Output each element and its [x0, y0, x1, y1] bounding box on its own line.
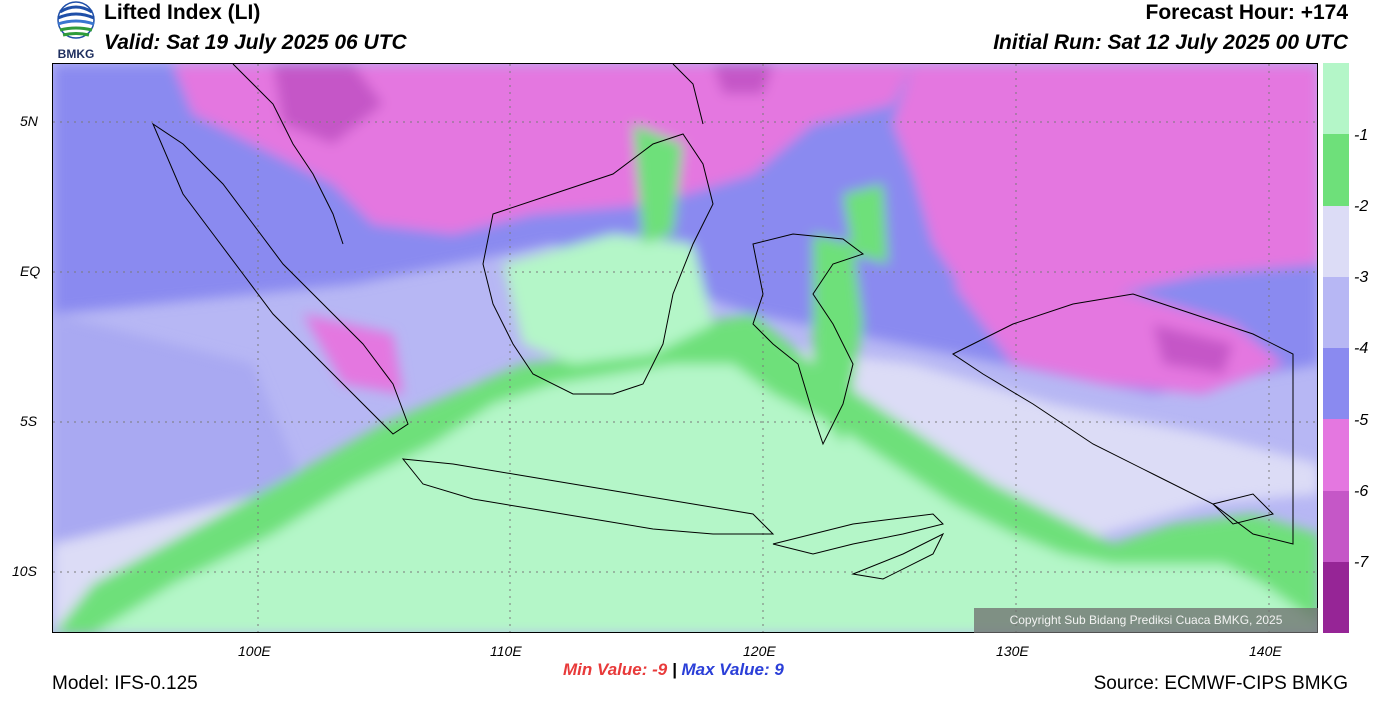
field-purple-2 — [713, 64, 773, 94]
legend-label-7: -7 — [1354, 554, 1369, 571]
legend-swatch-3 — [1323, 277, 1349, 348]
grid-lines — [53, 64, 1317, 632]
lon-label-140e: 140E — [1249, 643, 1282, 659]
malaysia-coast — [232, 64, 344, 245]
field-green-halmahera — [843, 184, 888, 264]
lat-label-5n: 5N — [20, 113, 38, 129]
legend-swatch-1 — [1323, 134, 1349, 206]
lon-label-110e: 110E — [490, 643, 522, 659]
initial-run: Initial Run: Sat 12 July 2025 00 UTC — [993, 31, 1348, 54]
legend-label-2: -2 — [1354, 198, 1369, 215]
lat-label-10s: 10S — [12, 563, 37, 579]
lat-label-5s: 5S — [20, 413, 38, 429]
lon-label-100e: 100E — [238, 643, 271, 659]
min-max-separator: | — [671, 660, 677, 679]
map-title: Lifted Index (LI) — [104, 1, 261, 24]
lat-label-eq: EQ — [20, 263, 41, 279]
copyright-notice: Copyright Sub Bidang Prediksi Cuaca BMKG… — [974, 608, 1318, 633]
legend-swatch-7 — [1323, 562, 1349, 633]
coastlines — [151, 64, 1294, 580]
bmkg-logo: BMKG — [52, 0, 100, 62]
sumatra-coast — [151, 122, 409, 435]
field-pink-northeast — [893, 64, 1317, 314]
lifted-index-map — [52, 63, 1318, 633]
max-value-label: Max Value: — [681, 660, 770, 679]
nusa-tenggara-coast — [772, 513, 944, 555]
papua-coast — [952, 293, 1294, 545]
philippines-coast — [672, 64, 704, 125]
legend-label-3: -3 — [1354, 269, 1369, 286]
field-mint — [96, 364, 1317, 632]
timor-coast — [851, 532, 945, 580]
legend-label-5: -5 — [1354, 412, 1369, 429]
lon-label-120e: 120E — [743, 643, 776, 659]
field-pink-sumatra — [303, 314, 403, 394]
legend-swatch-2 — [1323, 206, 1349, 277]
legend-swatch-6 — [1323, 491, 1349, 562]
min-value: -9 — [652, 660, 668, 679]
lon-label-130e: 130E — [996, 643, 1029, 659]
field-purple-1 — [273, 64, 383, 144]
field-green-sulawesi — [813, 234, 863, 444]
islands-coast — [1212, 493, 1274, 525]
max-value: 9 — [774, 660, 784, 679]
field-green-borneo-north — [633, 124, 683, 244]
legend-swatch-5 — [1323, 419, 1349, 491]
field-mint-borneo — [503, 234, 713, 364]
field-blue-west — [53, 314, 303, 544]
valid-time: Valid: Sat 19 July 2025 06 UTC — [104, 31, 407, 54]
forecast-hour: Forecast Hour: +174 — [1145, 1, 1349, 24]
legend-label-6: -6 — [1354, 483, 1369, 500]
borneo-coast — [482, 133, 714, 395]
min-value-label: Min Value: — [563, 660, 648, 679]
field-purple-3 — [1153, 324, 1233, 374]
legend-swatch-4 — [1323, 348, 1349, 419]
model-info: Model: IFS-0.125 — [52, 673, 198, 694]
logo-text: BMKG — [58, 47, 95, 61]
min-max-values: Min Value: -9 | Max Value: 9 — [563, 660, 784, 680]
legend-swatch-0 — [1323, 63, 1349, 134]
legend-label-4: -4 — [1354, 340, 1369, 357]
legend-label-1: -1 — [1354, 127, 1369, 144]
legend-colorbar — [1323, 63, 1349, 633]
source-info: Source: ECMWF-CIPS BMKG — [1093, 673, 1348, 694]
sulawesi-coast — [752, 233, 865, 446]
java-coast — [401, 458, 775, 535]
